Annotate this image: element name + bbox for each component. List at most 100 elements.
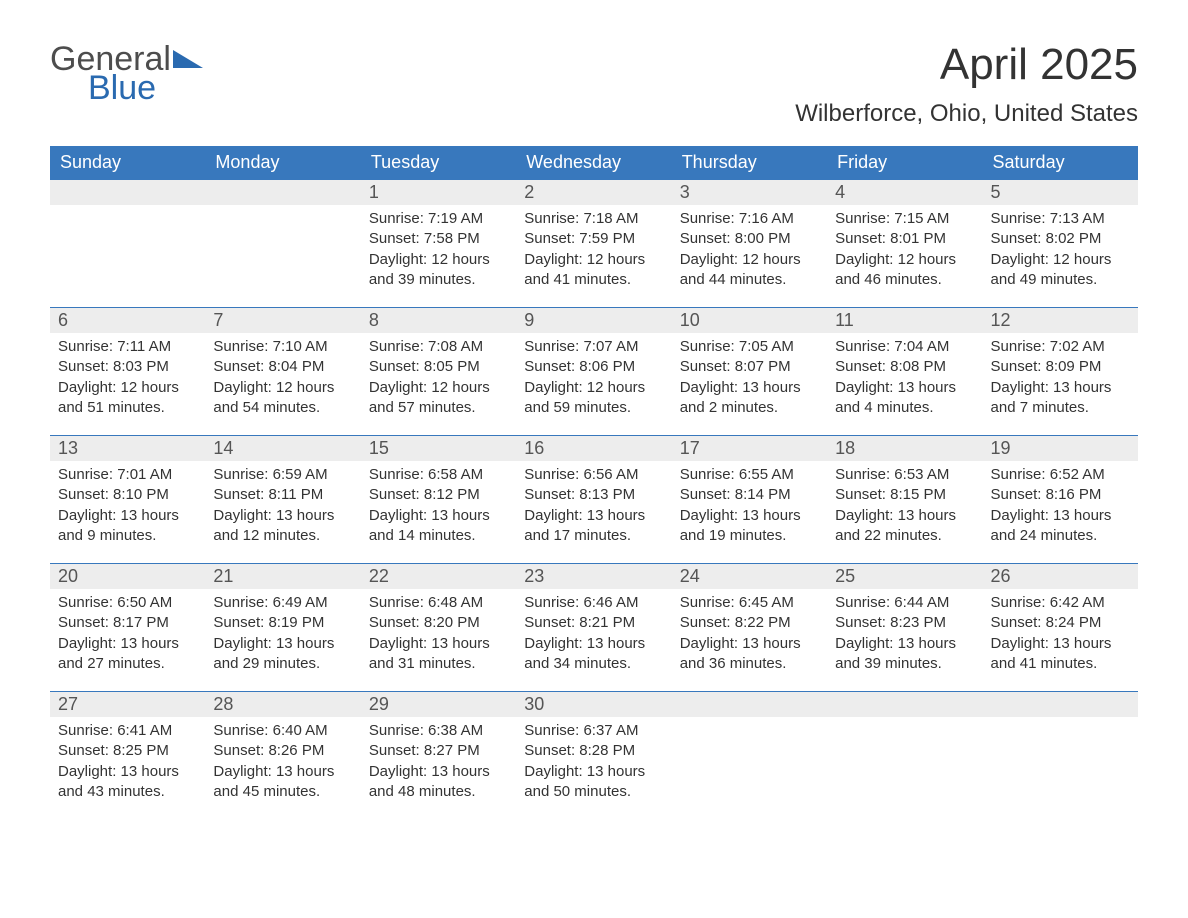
day-number: 13 <box>50 435 205 461</box>
calendar-cell: 26Sunrise: 6:42 AMSunset: 8:24 PMDayligh… <box>983 563 1138 691</box>
sunrise-line: Sunrise: 7:01 AM <box>58 465 197 485</box>
day-number: 15 <box>361 435 516 461</box>
sunset-line: Sunset: 8:24 PM <box>991 613 1130 633</box>
day-number: 29 <box>361 691 516 717</box>
daylight-line: Daylight: 13 hours and 48 minutes. <box>369 762 508 803</box>
day-body: Sunrise: 7:04 AMSunset: 8:08 PMDaylight:… <box>827 333 982 426</box>
sunrise-line: Sunrise: 6:56 AM <box>524 465 663 485</box>
sunrise-line: Sunrise: 6:40 AM <box>213 721 352 741</box>
daylight-line: Daylight: 13 hours and 31 minutes. <box>369 634 508 675</box>
daylight-line: Daylight: 13 hours and 43 minutes. <box>58 762 197 803</box>
weekday-header: Friday <box>827 146 982 179</box>
day-body <box>672 717 827 729</box>
sunset-line: Sunset: 8:25 PM <box>58 741 197 761</box>
day-body: Sunrise: 7:11 AMSunset: 8:03 PMDaylight:… <box>50 333 205 426</box>
sunrise-line: Sunrise: 7:08 AM <box>369 337 508 357</box>
day-number: 25 <box>827 563 982 589</box>
daylight-line: Daylight: 12 hours and 44 minutes. <box>680 250 819 291</box>
location-label: Wilberforce, Ohio, United States <box>795 100 1138 128</box>
calendar-cell: 18Sunrise: 6:53 AMSunset: 8:15 PMDayligh… <box>827 435 982 563</box>
day-body: Sunrise: 6:40 AMSunset: 8:26 PMDaylight:… <box>205 717 360 810</box>
day-body: Sunrise: 6:37 AMSunset: 8:28 PMDaylight:… <box>516 717 671 810</box>
calendar-cell: 2Sunrise: 7:18 AMSunset: 7:59 PMDaylight… <box>516 179 671 307</box>
sunset-line: Sunset: 8:23 PM <box>835 613 974 633</box>
day-body <box>50 205 205 217</box>
day-number <box>672 691 827 717</box>
sunset-line: Sunset: 8:10 PM <box>58 485 197 505</box>
day-number: 12 <box>983 307 1138 333</box>
sunrise-line: Sunrise: 6:46 AM <box>524 593 663 613</box>
day-body: Sunrise: 7:10 AMSunset: 8:04 PMDaylight:… <box>205 333 360 426</box>
daylight-line: Daylight: 13 hours and 14 minutes. <box>369 506 508 547</box>
daylight-line: Daylight: 13 hours and 36 minutes. <box>680 634 819 675</box>
calendar-cell: 11Sunrise: 7:04 AMSunset: 8:08 PMDayligh… <box>827 307 982 435</box>
calendar-cell: 29Sunrise: 6:38 AMSunset: 8:27 PMDayligh… <box>361 691 516 819</box>
day-body: Sunrise: 6:58 AMSunset: 8:12 PMDaylight:… <box>361 461 516 554</box>
day-number: 5 <box>983 179 1138 205</box>
calendar-cell: 4Sunrise: 7:15 AMSunset: 8:01 PMDaylight… <box>827 179 982 307</box>
sunset-line: Sunset: 8:11 PM <box>213 485 352 505</box>
sunrise-line: Sunrise: 6:52 AM <box>991 465 1130 485</box>
calendar-cell: 7Sunrise: 7:10 AMSunset: 8:04 PMDaylight… <box>205 307 360 435</box>
sunset-line: Sunset: 8:21 PM <box>524 613 663 633</box>
calendar-table: SundayMondayTuesdayWednesdayThursdayFrid… <box>50 146 1138 819</box>
calendar-cell: 12Sunrise: 7:02 AMSunset: 8:09 PMDayligh… <box>983 307 1138 435</box>
daylight-line: Daylight: 13 hours and 41 minutes. <box>991 634 1130 675</box>
day-number: 8 <box>361 307 516 333</box>
day-body <box>827 717 982 729</box>
day-number: 21 <box>205 563 360 589</box>
daylight-line: Daylight: 12 hours and 49 minutes. <box>991 250 1130 291</box>
day-number: 26 <box>983 563 1138 589</box>
calendar-cell: 5 Sunrise: 7:13 AMSunset: 8:02 PMDaylight… <box>983 179 1138 307</box>
sunset-line: Sunset: 8:12 PM <box>369 485 508 505</box>
day-body <box>983 717 1138 729</box>
calendar-cell: 3Sunrise: 7:16 AMSunset: 8:00 PMDaylight… <box>672 179 827 307</box>
sunrise-line: Sunrise: 7:19 AM <box>369 209 508 229</box>
daylight-line: Daylight: 13 hours and 45 minutes. <box>213 762 352 803</box>
calendar-cell: 25Sunrise: 6:44 AMSunset: 8:23 PMDayligh… <box>827 563 982 691</box>
day-number <box>827 691 982 717</box>
day-number: 3 <box>672 179 827 205</box>
calendar-cell <box>50 179 205 307</box>
weekday-header: Sunday <box>50 146 205 179</box>
header: General Blue April 2025 Wilberforce, Ohi… <box>50 40 1138 128</box>
daylight-line: Daylight: 12 hours and 51 minutes. <box>58 378 197 419</box>
day-body: Sunrise: 7:08 AMSunset: 8:05 PMDaylight:… <box>361 333 516 426</box>
sunrise-line: Sunrise: 6:37 AM <box>524 721 663 741</box>
daylight-line: Daylight: 13 hours and 34 minutes. <box>524 634 663 675</box>
sunrise-line: Sunrise: 6:49 AM <box>213 593 352 613</box>
sunset-line: Sunset: 8:28 PM <box>524 741 663 761</box>
calendar-cell: 30Sunrise: 6:37 AMSunset: 8:28 PMDayligh… <box>516 691 671 819</box>
sunrise-line: Sunrise: 6:48 AM <box>369 593 508 613</box>
calendar-cell: 22Sunrise: 6:48 AMSunset: 8:20 PMDayligh… <box>361 563 516 691</box>
sunset-line: Sunset: 8:02 PM <box>991 229 1130 249</box>
sunrise-line: Sunrise: 7:13 AM <box>991 209 1130 229</box>
day-number: 30 <box>516 691 671 717</box>
calendar-week-row: 20Sunrise: 6:50 AMSunset: 8:17 PMDayligh… <box>50 563 1138 691</box>
day-body: Sunrise: 6:56 AMSunset: 8:13 PMDaylight:… <box>516 461 671 554</box>
day-body: Sunrise: 7:15 AMSunset: 8:01 PMDaylight:… <box>827 205 982 298</box>
calendar-cell: 8Sunrise: 7:08 AMSunset: 8:05 PMDaylight… <box>361 307 516 435</box>
day-number: 10 <box>672 307 827 333</box>
day-number: 4 <box>827 179 982 205</box>
daylight-line: Daylight: 12 hours and 39 minutes. <box>369 250 508 291</box>
weekday-header: Wednesday <box>516 146 671 179</box>
calendar-cell: 24Sunrise: 6:45 AMSunset: 8:22 PMDayligh… <box>672 563 827 691</box>
day-number: 18 <box>827 435 982 461</box>
day-body: Sunrise: 6:42 AMSunset: 8:24 PMDaylight:… <box>983 589 1138 682</box>
day-body: Sunrise: 6:48 AMSunset: 8:20 PMDaylight:… <box>361 589 516 682</box>
sunrise-line: Sunrise: 7:15 AM <box>835 209 974 229</box>
sunrise-line: Sunrise: 6:50 AM <box>58 593 197 613</box>
day-body: Sunrise: 6:38 AMSunset: 8:27 PMDaylight:… <box>361 717 516 810</box>
calendar-header-row: SundayMondayTuesdayWednesdayThursdayFrid… <box>50 146 1138 179</box>
sunrise-line: Sunrise: 7:07 AM <box>524 337 663 357</box>
day-body: Sunrise: 6:50 AMSunset: 8:17 PMDaylight:… <box>50 589 205 682</box>
calendar-cell: 17Sunrise: 6:55 AMSunset: 8:14 PMDayligh… <box>672 435 827 563</box>
weekday-header: Tuesday <box>361 146 516 179</box>
sunrise-line: Sunrise: 7:05 AM <box>680 337 819 357</box>
calendar-cell: 6Sunrise: 7:11 AMSunset: 8:03 PMDaylight… <box>50 307 205 435</box>
sunset-line: Sunset: 8:15 PM <box>835 485 974 505</box>
title-block: April 2025 Wilberforce, Ohio, United Sta… <box>795 40 1138 128</box>
day-body: Sunrise: 6:59 AMSunset: 8:11 PMDaylight:… <box>205 461 360 554</box>
calendar-week-row: 13 Sunrise: 7:01 AMSunset: 8:10 PM Dayligh… <box>50 435 1138 563</box>
